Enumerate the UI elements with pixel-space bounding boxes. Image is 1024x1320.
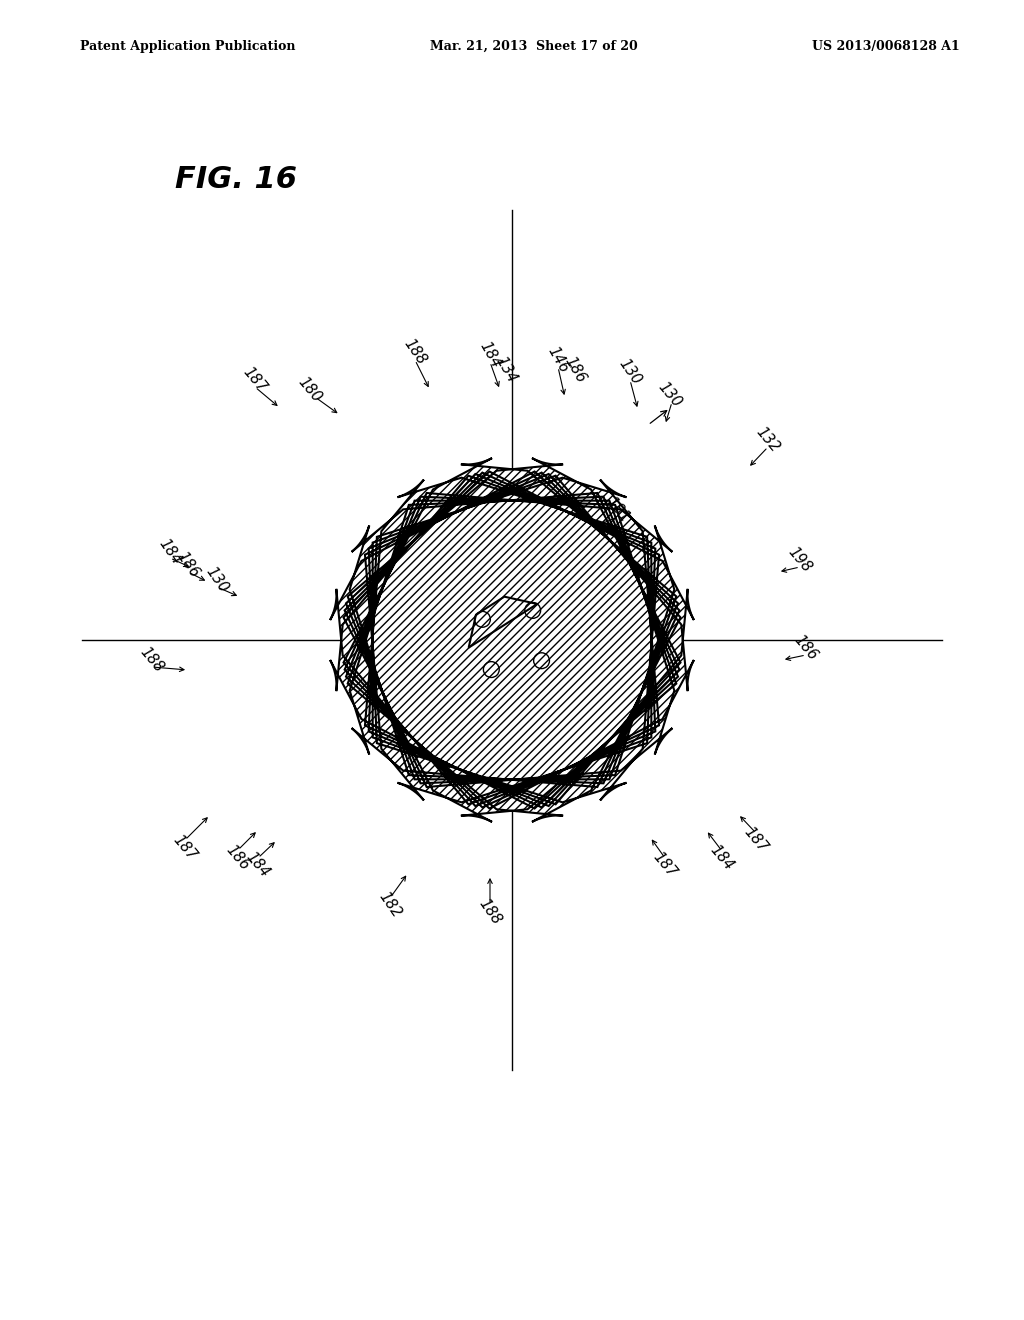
Text: 180: 180	[295, 375, 325, 405]
Text: 186: 186	[561, 354, 589, 385]
Text: 181: 181	[603, 495, 633, 525]
Text: 130: 130	[203, 565, 231, 595]
Text: 198: 198	[785, 545, 815, 576]
Text: 186: 186	[223, 842, 253, 874]
Text: US 2013/0068128 A1: US 2013/0068128 A1	[812, 40, 961, 53]
Text: 184: 184	[476, 339, 504, 371]
Text: 187: 187	[170, 833, 200, 863]
Text: Patent Application Publication: Patent Application Publication	[80, 40, 296, 53]
Text: 187: 187	[650, 850, 680, 880]
Text: 182: 182	[376, 890, 404, 920]
Text: 184: 184	[708, 842, 736, 874]
Text: 130: 130	[615, 356, 644, 388]
Text: 187: 187	[741, 825, 771, 855]
Text: 184: 184	[156, 536, 184, 568]
Text: 188: 188	[476, 896, 504, 928]
Text: FIG. 16: FIG. 16	[175, 165, 297, 194]
Text: 186: 186	[174, 549, 202, 581]
Text: Mar. 21, 2013  Sheet 17 of 20: Mar. 21, 2013 Sheet 17 of 20	[430, 40, 638, 53]
Text: 146: 146	[545, 345, 571, 376]
Text: 132: 132	[754, 425, 782, 455]
Polygon shape	[330, 458, 694, 822]
Text: 130: 130	[655, 380, 685, 411]
Text: 184: 184	[244, 850, 272, 880]
Polygon shape	[469, 597, 538, 648]
Text: 186: 186	[792, 632, 820, 664]
Text: 188: 188	[401, 337, 429, 368]
Text: 134: 134	[493, 354, 519, 385]
Text: 187: 187	[241, 364, 269, 396]
Text: 188: 188	[137, 644, 167, 676]
